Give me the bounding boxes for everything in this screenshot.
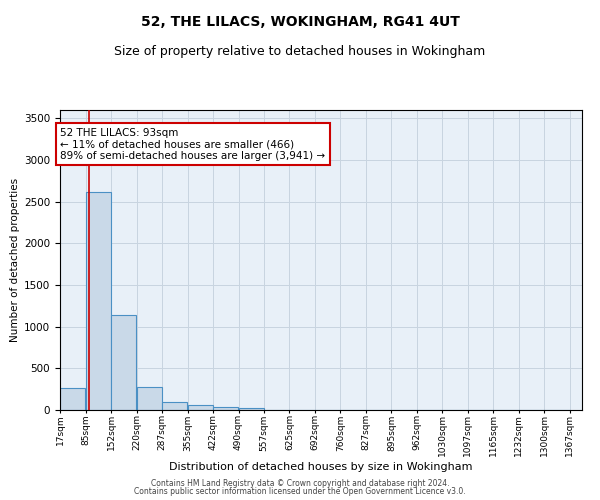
Bar	[86, 192, 111, 410]
Bar	[162, 402, 187, 410]
Bar	[213, 406, 238, 410]
Bar	[188, 406, 213, 410]
Text: 52, THE LILACS, WOKINGHAM, RG41 4UT: 52, THE LILACS, WOKINGHAM, RG41 4UT	[140, 15, 460, 29]
Y-axis label: Number of detached properties: Number of detached properties	[10, 178, 20, 342]
Text: Contains public sector information licensed under the Open Government Licence v3: Contains public sector information licen…	[134, 487, 466, 496]
Bar	[60, 388, 85, 410]
Bar	[137, 386, 162, 410]
Text: Size of property relative to detached houses in Wokingham: Size of property relative to detached ho…	[115, 45, 485, 58]
Bar	[239, 408, 264, 410]
Text: 52 THE LILACS: 93sqm
← 11% of detached houses are smaller (466)
89% of semi-deta: 52 THE LILACS: 93sqm ← 11% of detached h…	[61, 128, 326, 160]
Bar	[111, 315, 136, 410]
X-axis label: Distribution of detached houses by size in Wokingham: Distribution of detached houses by size …	[169, 462, 473, 472]
Text: Contains HM Land Registry data © Crown copyright and database right 2024.: Contains HM Land Registry data © Crown c…	[151, 478, 449, 488]
